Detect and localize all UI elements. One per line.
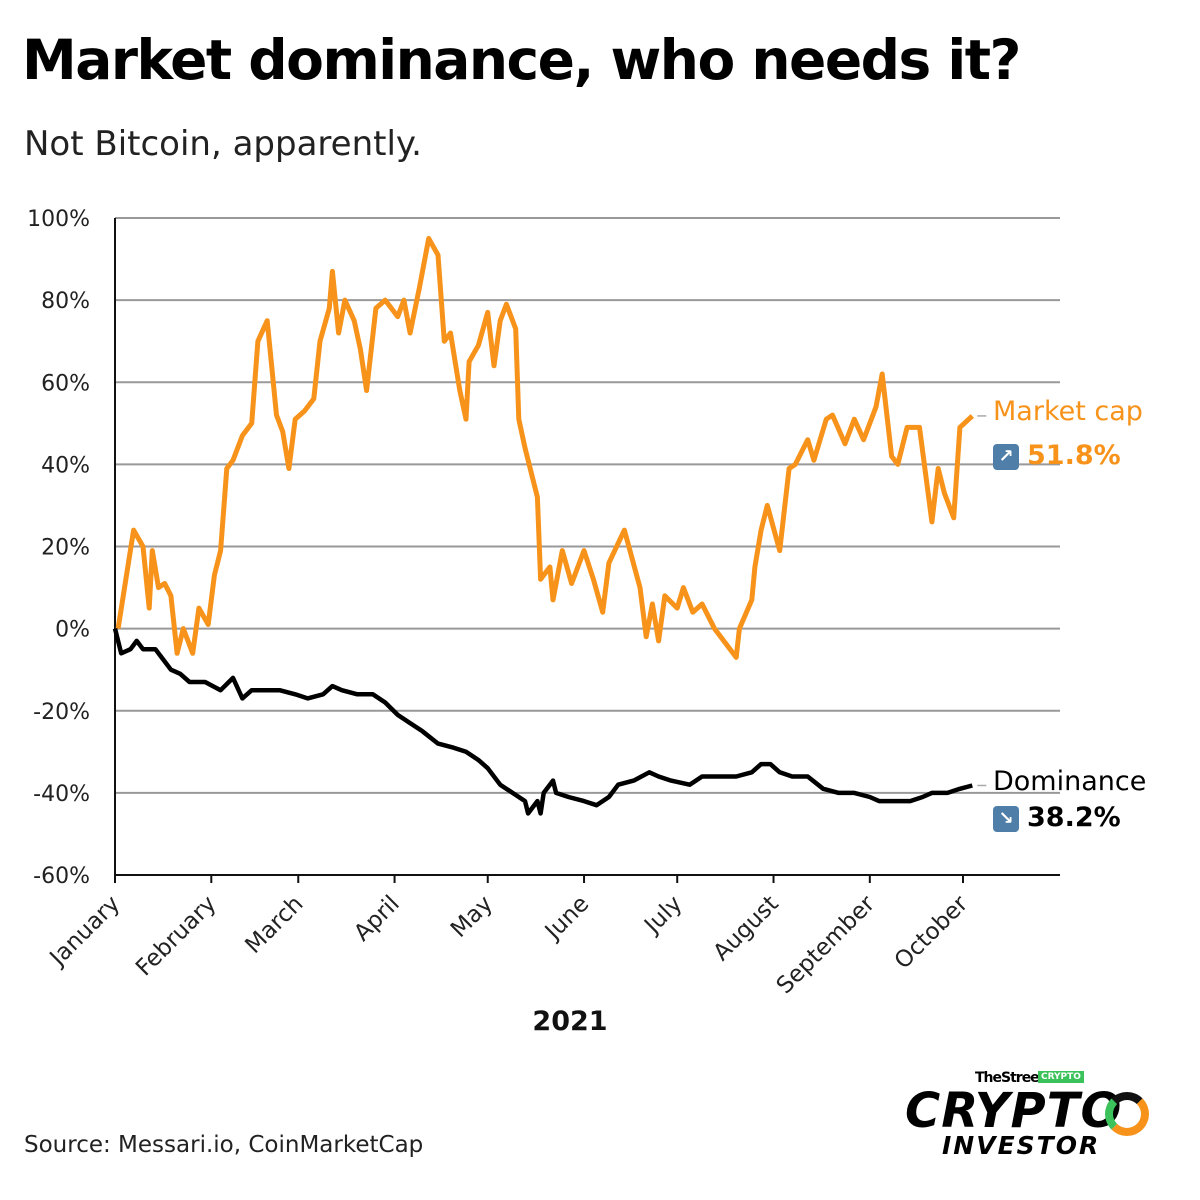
legend-market-cap-name: Market cap bbox=[993, 396, 1143, 427]
x-tick-label: January bbox=[44, 891, 125, 972]
dominance-value: 38.2% bbox=[1027, 802, 1121, 833]
chart-subtitle: Not Bitcoin, apparently. bbox=[24, 124, 422, 164]
arrow-up-right-icon: ↗ bbox=[993, 443, 1019, 470]
dominance-line bbox=[112, 628, 973, 816]
legend-dominance-name: Dominance bbox=[993, 766, 1147, 797]
y-tick-label: -20% bbox=[33, 700, 90, 725]
legend-market-cap: Market cap bbox=[993, 396, 1143, 427]
y-tick-label: -40% bbox=[33, 782, 90, 807]
x-tick-label: September bbox=[772, 890, 881, 999]
x-tick-label: August bbox=[708, 891, 783, 966]
x-tick-label: July bbox=[638, 891, 687, 940]
x-tick-label: April bbox=[349, 891, 405, 947]
dominance-end-value: ↘ 38.2% bbox=[993, 802, 1121, 833]
crypto-investor-logo: TheStreet CRYPTO CRYPTO INVESTOR bbox=[900, 1065, 1150, 1165]
legend-dominance: Dominance bbox=[993, 766, 1146, 797]
y-tick-label: 0% bbox=[55, 618, 90, 643]
arrow-down-right-icon: ↘ bbox=[993, 805, 1019, 832]
market-cap-end-value: ↗ 51.8% bbox=[993, 440, 1121, 471]
x-tick-label: February bbox=[131, 891, 221, 981]
y-tick-label: 60% bbox=[41, 371, 90, 396]
y-tick-label: 100% bbox=[27, 207, 90, 232]
logo-badge: CRYPTO bbox=[1038, 1071, 1084, 1083]
market-cap-line bbox=[115, 236, 974, 660]
logo-ring-icon bbox=[1105, 1092, 1149, 1136]
source-note: Source: Messari.io, CoinMarketCap bbox=[24, 1132, 424, 1158]
x-tick-label: May bbox=[446, 891, 498, 943]
x-tick-label: June bbox=[539, 891, 594, 946]
chart-title: Market dominance, who needs it? bbox=[22, 28, 1021, 92]
market-cap-value: 51.8% bbox=[1027, 440, 1121, 471]
logo-line1: CRYPTO bbox=[905, 1083, 1123, 1139]
x-axis-label: 2021 bbox=[532, 1006, 607, 1037]
y-tick-label: 40% bbox=[41, 453, 90, 478]
y-tick-label: -60% bbox=[33, 864, 90, 889]
x-tick-label: March bbox=[241, 891, 309, 959]
x-tick-label: October bbox=[890, 890, 974, 974]
logo-line2: INVESTOR bbox=[942, 1131, 1101, 1160]
y-tick-label: 80% bbox=[41, 289, 90, 314]
logo-brand: TheStreet bbox=[975, 1070, 1045, 1086]
y-tick-label: 20% bbox=[41, 536, 90, 561]
